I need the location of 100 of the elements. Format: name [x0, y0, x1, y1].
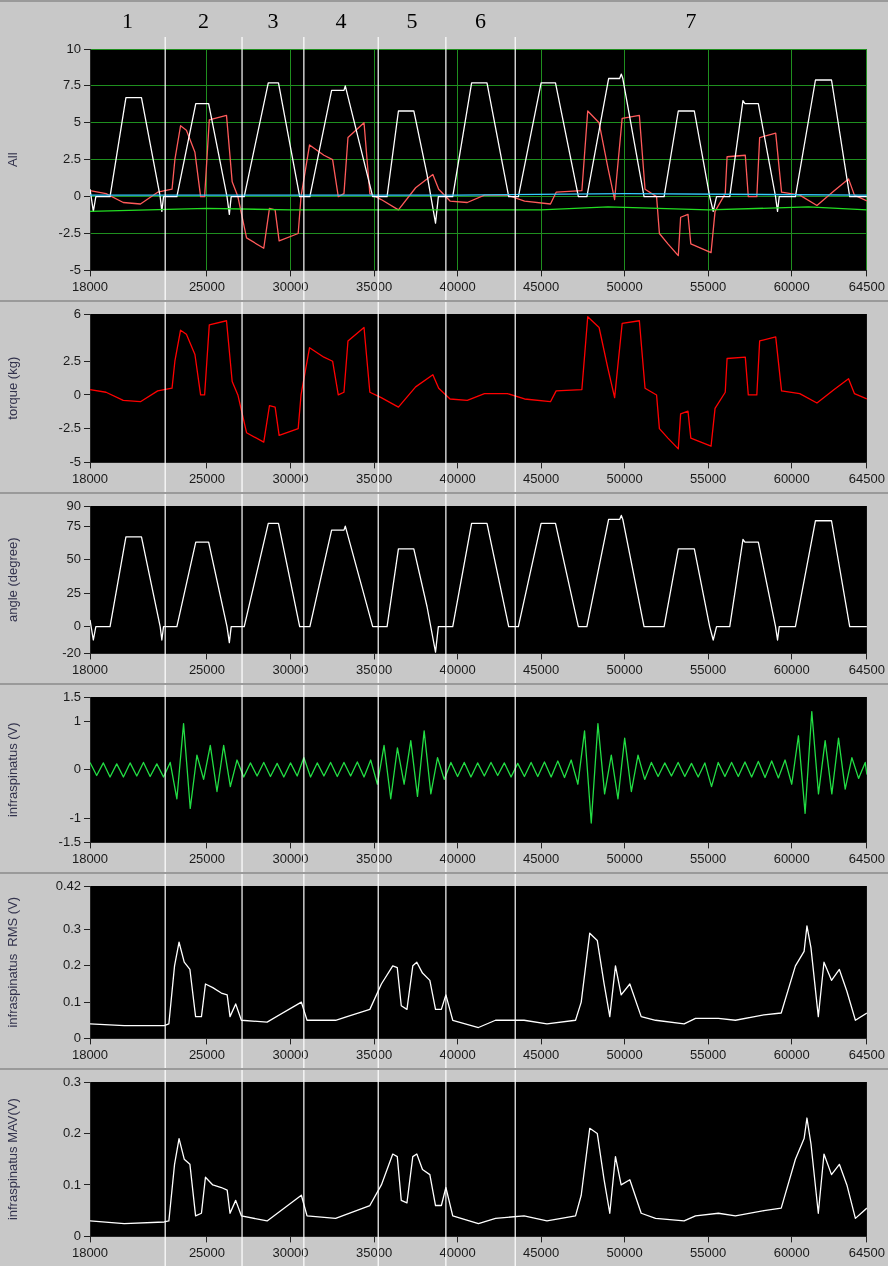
- text: 4: [335, 7, 347, 33]
- x-tick-label: 55000: [690, 1046, 727, 1062]
- y-tick-label: 0: [73, 761, 81, 777]
- y-axis-title: infraspinatus MAV(V): [5, 1098, 21, 1221]
- x-tick-label: 40000: [439, 470, 476, 486]
- x-tick-label: 64500: [848, 470, 885, 486]
- y-tick-label: 6: [73, 305, 81, 321]
- x-tick-label: 40000: [439, 1046, 476, 1062]
- x-tick-label: 30000: [272, 661, 309, 677]
- y-tick-label: 0.1: [62, 993, 81, 1009]
- y-tick-label: 2.5: [62, 151, 81, 167]
- text: 3: [267, 7, 279, 33]
- x-tick-label: 60000: [773, 1046, 810, 1062]
- x-tick-label: 55000: [690, 1244, 727, 1260]
- x-tick-label: 18000: [71, 278, 109, 294]
- text: 7: [685, 7, 697, 33]
- x-tick-label: 55000: [690, 661, 727, 677]
- x-tick-label: 18000: [71, 850, 109, 866]
- x-tick-label: 50000: [606, 1244, 643, 1260]
- text: 5: [406, 7, 418, 33]
- x-tick-label: 60000: [773, 1244, 810, 1260]
- y-tick-label: 0: [73, 1029, 81, 1045]
- x-tick-label: 30000: [272, 1244, 309, 1260]
- x-tick-label: 25000: [188, 1046, 226, 1062]
- x-tick-label: 25000: [188, 1244, 226, 1260]
- x-tick-label: 64500: [848, 1046, 885, 1062]
- y-axis-title: angle (degree): [5, 537, 21, 622]
- x-tick-label: 64500: [848, 278, 885, 294]
- y-axis-title: All: [5, 152, 21, 167]
- x-tick-label: 18000: [71, 470, 109, 486]
- x-tick-label: 40000: [439, 850, 476, 866]
- y-tick-label: -1.5: [58, 833, 81, 849]
- x-tick-label: 64500: [848, 850, 885, 866]
- x-tick-label: 40000: [439, 661, 476, 677]
- x-tick-label: 45000: [523, 661, 560, 677]
- y-tick-label: 0.1: [62, 1176, 81, 1192]
- text: 2: [198, 7, 210, 33]
- text: 1: [122, 7, 134, 33]
- y-tick-label: 0.3: [62, 1073, 81, 1089]
- y-tick-label: 0.3: [62, 921, 81, 937]
- y-tick-label: -2.5: [58, 420, 81, 436]
- y-tick-label: -5: [69, 453, 81, 469]
- x-tick-label: 35000: [355, 1244, 393, 1260]
- y-tick-label: -1: [69, 809, 81, 825]
- y-tick-label: 2.5: [62, 352, 81, 368]
- y-tick-label: 0.2: [62, 957, 81, 973]
- x-tick-label: 45000: [523, 850, 560, 866]
- x-tick-label: 60000: [773, 850, 810, 866]
- x-tick-label: 25000: [188, 661, 226, 677]
- x-tick-label: 18000: [71, 1046, 109, 1062]
- y-tick-label: -2.5: [58, 225, 81, 241]
- x-tick-label: 18000: [71, 1244, 109, 1260]
- x-tick-label: 50000: [606, 850, 643, 866]
- y-tick-label: 0.2: [62, 1125, 81, 1141]
- x-tick-label: 25000: [188, 470, 226, 486]
- x-tick-label: 45000: [523, 278, 560, 294]
- y-tick-label: 1: [73, 712, 81, 728]
- y-tick-label: 0.42: [55, 877, 81, 893]
- x-tick-label: 25000: [188, 850, 226, 866]
- x-tick-label: 60000: [773, 470, 810, 486]
- y-tick-label: 10: [66, 40, 81, 56]
- y-tick-label: 25: [66, 584, 81, 600]
- x-tick-label: 35000: [355, 470, 393, 486]
- x-tick-label: 35000: [355, 1046, 393, 1062]
- y-tick-label: 7.5: [62, 77, 81, 93]
- x-tick-label: 55000: [690, 278, 727, 294]
- x-tick-label: 45000: [523, 470, 560, 486]
- y-tick-label: 0: [73, 188, 81, 204]
- x-tick-label: 60000: [773, 278, 810, 294]
- x-tick-label: 40000: [439, 278, 476, 294]
- x-tick-label: 50000: [606, 661, 643, 677]
- x-tick-label: 30000: [272, 850, 309, 866]
- x-tick-label: 30000: [272, 1046, 309, 1062]
- x-tick-label: 64500: [848, 661, 885, 677]
- y-axis-title: infraspinatus RMS (V): [5, 896, 21, 1028]
- x-tick-label: 50000: [606, 470, 643, 486]
- x-tick-label: 35000: [355, 278, 393, 294]
- y-tick-label: 0: [73, 618, 81, 634]
- y-tick-label: 90: [66, 497, 81, 513]
- x-tick-label: 35000: [355, 661, 393, 677]
- x-tick-label: 30000: [272, 470, 309, 486]
- y-axis-title: torque (kg): [5, 356, 21, 420]
- y-tick-label: 0: [73, 386, 81, 402]
- y-tick-label: 50: [66, 551, 81, 567]
- x-tick-label: 18000: [71, 661, 109, 677]
- x-tick-label: 45000: [523, 1046, 560, 1062]
- y-tick-label: 0: [73, 1227, 81, 1243]
- x-tick-label: 40000: [439, 1244, 476, 1260]
- x-tick-label: 35000: [355, 850, 393, 866]
- y-tick-label: -5: [69, 261, 81, 277]
- x-tick-label: 60000: [773, 661, 810, 677]
- y-tick-label: -20: [62, 644, 81, 660]
- x-tick-label: 30000: [272, 278, 309, 294]
- x-tick-label: 64500: [848, 1244, 885, 1260]
- text: 6: [475, 7, 487, 33]
- x-tick-label: 55000: [690, 470, 727, 486]
- y-tick-label: 5: [73, 114, 81, 130]
- y-tick-label: 1.5: [62, 688, 81, 704]
- x-tick-label: 25000: [188, 278, 226, 294]
- x-tick-label: 45000: [523, 1244, 560, 1260]
